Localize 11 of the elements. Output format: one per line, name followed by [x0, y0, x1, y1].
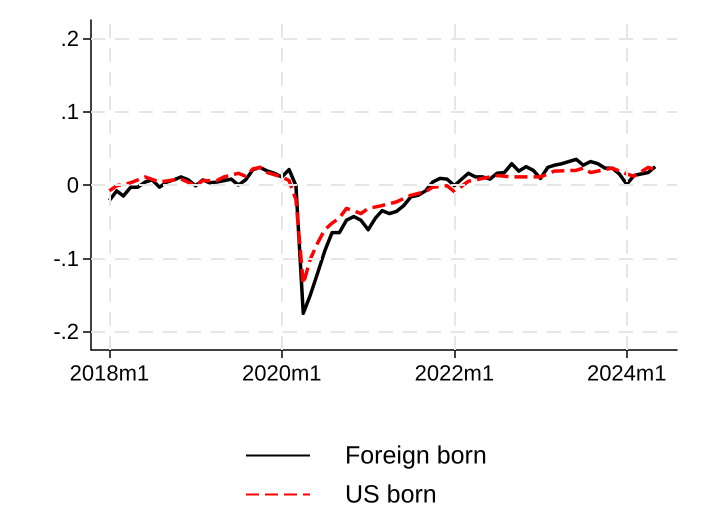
- y-tick-label: .1: [60, 99, 79, 124]
- legend-label: US born: [345, 480, 437, 508]
- x-tick-label: 2020m1: [242, 360, 322, 386]
- legend-label: Foreign born: [345, 442, 487, 470]
- x-tick-label: 2022m1: [414, 360, 494, 386]
- y-tick-label: .2: [60, 26, 79, 51]
- x-tick-label: 2018m1: [70, 360, 150, 386]
- x-tick-label: 2024m1: [586, 360, 666, 386]
- y-tick-label: -.1: [53, 246, 79, 271]
- y-tick-label: -.2: [53, 319, 79, 344]
- y-tick-label: 0: [66, 172, 79, 198]
